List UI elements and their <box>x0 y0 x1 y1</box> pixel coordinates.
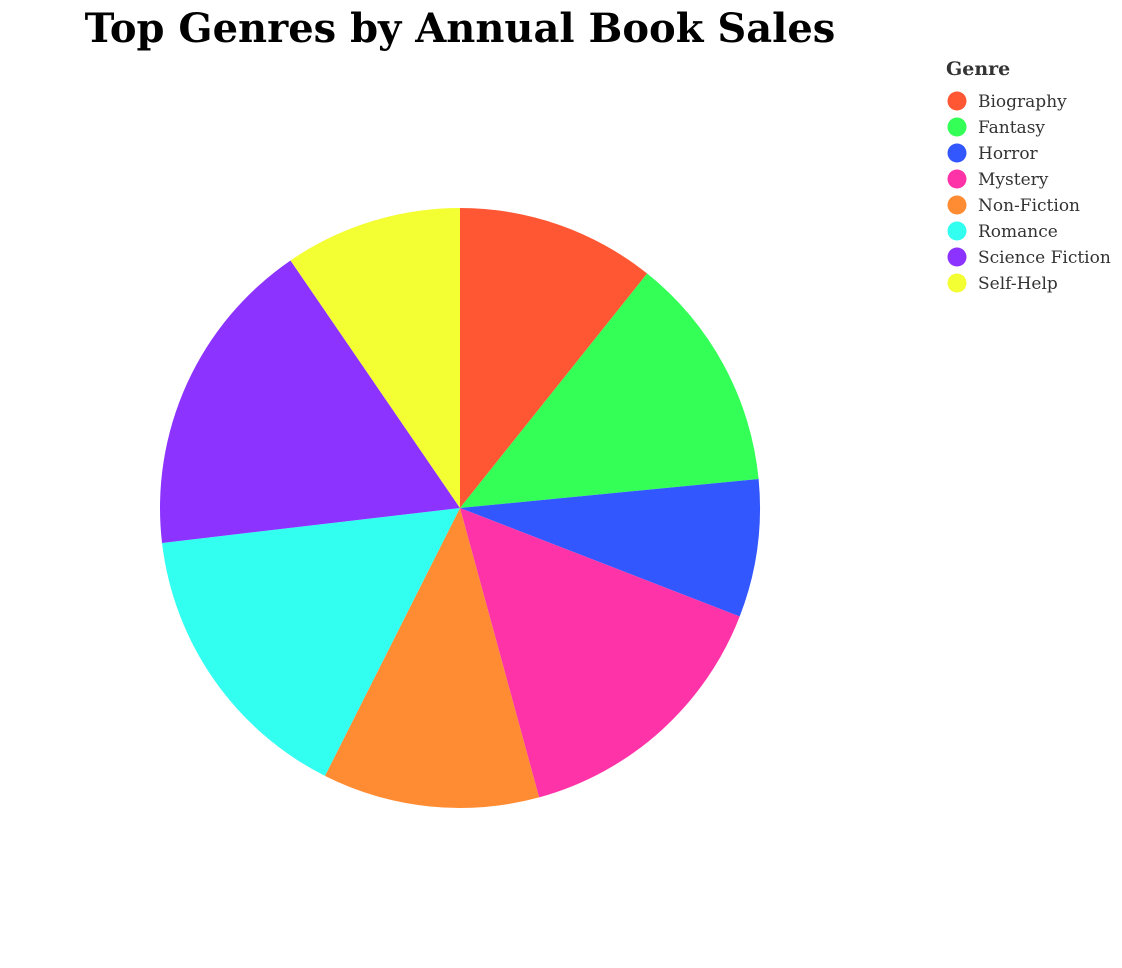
pie-slice-romance[interactable] <box>162 508 461 776</box>
pie-slice-fantasy[interactable] <box>460 273 759 508</box>
legend-label: Non-Fiction <box>978 196 1080 216</box>
pie-slice-biography[interactable] <box>460 208 648 508</box>
legend-swatch <box>947 247 967 267</box>
pie-slice-horror[interactable] <box>460 479 761 617</box>
pie-slice-non-fiction[interactable] <box>324 508 540 809</box>
chart-title: Top Genres by Annual Book Sales <box>85 5 836 52</box>
legend-swatch <box>947 91 967 111</box>
pie-slice-self-help[interactable] <box>290 208 460 508</box>
legend-swatch <box>947 221 967 241</box>
legend-swatch <box>947 117 967 137</box>
legend-swatch <box>947 169 967 189</box>
legend-label: Fantasy <box>978 118 1045 138</box>
legend-label: Self-Help <box>978 274 1058 294</box>
legend-label: Science Fiction <box>978 248 1111 268</box>
legend-swatch <box>947 273 967 293</box>
pie-slice-science-fiction[interactable] <box>159 260 460 543</box>
legend-label: Horror <box>978 144 1039 164</box>
pie <box>159 208 761 809</box>
legend-label: Romance <box>978 222 1058 242</box>
legend-swatch <box>947 195 967 215</box>
legend-label: Biography <box>978 92 1067 112</box>
legend: Genre Biography Fantasy Horror Mystery Non-F… <box>946 58 1111 294</box>
legend-label: Mystery <box>978 170 1049 190</box>
legend-swatch <box>947 143 967 163</box>
pie-slice-mystery[interactable] <box>460 508 740 798</box>
legend-title: Genre <box>946 58 1010 80</box>
